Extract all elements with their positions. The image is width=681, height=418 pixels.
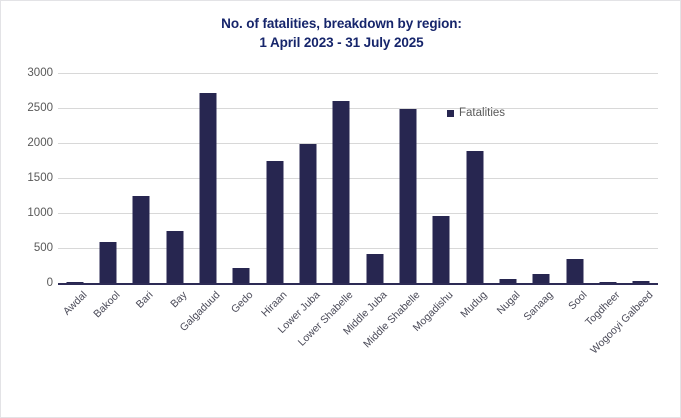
bar-slot: [258, 73, 291, 283]
x-tick-label: Bakool: [91, 289, 122, 320]
bar-slot: [425, 73, 458, 283]
bar[interactable]: [466, 150, 484, 283]
x-tick-text: Sool: [565, 289, 590, 313]
x-tick-text: Bari: [134, 289, 156, 311]
bar[interactable]: [632, 280, 650, 283]
bar[interactable]: [132, 196, 150, 283]
bar[interactable]: [399, 109, 417, 283]
chart-title-line-1: No. of fatalities, breakdown by region:: [221, 16, 462, 31]
bar[interactable]: [566, 259, 584, 283]
bar[interactable]: [532, 273, 550, 283]
x-tick-text: Wogooyi Galbeed: [588, 289, 656, 357]
x-tick-text: Awdal: [60, 289, 90, 318]
x-tick-text: Hiraan: [258, 289, 290, 320]
bar-slot: [291, 73, 324, 283]
bar-slot: [58, 73, 91, 283]
bar-slot: [191, 73, 224, 283]
plot-area: [58, 73, 658, 285]
bar[interactable]: [99, 241, 117, 283]
chart-title-line-2: 1 April 2023 - 31 July 2025: [259, 35, 424, 50]
x-tick-label: Hiraan: [259, 289, 289, 319]
legend-swatch-fatalities: [447, 109, 454, 117]
y-tick-label-500: 500: [33, 242, 53, 254]
chart-legend: Fatalities: [447, 107, 505, 119]
gridline-1000: [58, 213, 658, 214]
x-tick-text: Gedo: [229, 289, 256, 316]
gridline-3000: [58, 73, 658, 74]
bar[interactable]: [232, 267, 250, 283]
bar[interactable]: [499, 278, 517, 283]
bars: [58, 73, 658, 283]
bar[interactable]: [299, 144, 317, 283]
bar-slot: [91, 73, 124, 283]
x-tick-label: Gedo: [229, 289, 256, 316]
bar-slot: [225, 73, 258, 283]
bar[interactable]: [66, 281, 84, 283]
gridline-2000: [58, 143, 658, 144]
x-tick-label: Bari: [134, 289, 156, 311]
x-tick-label: Wogooyi Galbeed: [588, 289, 655, 356]
x-tick-text: Nugal: [494, 289, 523, 317]
y-tick-label-2000: 2000: [27, 137, 53, 149]
bar[interactable]: [366, 254, 384, 283]
gridline-2500: [58, 108, 658, 109]
bar-slot: [125, 73, 158, 283]
x-tick-text: Bay: [167, 289, 190, 311]
x-tick-label: Bay: [168, 289, 189, 310]
y-tick-label-3000: 3000: [27, 67, 53, 79]
y-tick-label-1500: 1500: [27, 172, 53, 184]
x-tick-text: Mudug: [457, 289, 490, 321]
bar-slot: [458, 73, 491, 283]
bar[interactable]: [332, 101, 350, 283]
bar[interactable]: [266, 161, 284, 283]
y-tick-label-0: 0: [46, 277, 53, 289]
bar-slot: [491, 73, 524, 283]
x-tick-label: Nugal: [495, 289, 523, 317]
bar[interactable]: [199, 93, 217, 283]
gridline-0: [58, 283, 658, 285]
bar-slot: [558, 73, 591, 283]
x-tick-label: Sool: [566, 289, 589, 312]
x-tick-label: Mudug: [458, 289, 489, 320]
bar[interactable]: [599, 281, 617, 283]
x-axis: Awdal Bakool Bari Bay Galgaduud Gedo Hiraan Low…: [58, 285, 658, 405]
bar-slot: [325, 73, 358, 283]
bar-slot: [358, 73, 391, 283]
legend-label-fatalities: Fatalities: [459, 107, 506, 119]
bar[interactable]: [166, 230, 184, 283]
gridline-1500: [58, 178, 658, 179]
y-axis: 0 500 1000 1500 2000 2500 3000: [1, 67, 53, 289]
y-tick-label-2500: 2500: [27, 102, 53, 114]
y-tick-label-1000: 1000: [27, 207, 53, 219]
x-tick-label: Sanaag: [522, 289, 556, 323]
x-tick-text: Sanaag: [521, 289, 556, 324]
bar[interactable]: [432, 215, 450, 283]
bar-slot: [525, 73, 558, 283]
gridline-500: [58, 248, 658, 249]
x-tick-text: Bakool: [91, 289, 123, 321]
bar-slot: [391, 73, 424, 283]
bar-slot: [158, 73, 191, 283]
bar-slot: [591, 73, 624, 283]
bar-slot: [625, 73, 658, 283]
x-tick-label: Awdal: [61, 289, 90, 318]
chart-title: No. of fatalities, breakdown by region: …: [1, 14, 681, 52]
